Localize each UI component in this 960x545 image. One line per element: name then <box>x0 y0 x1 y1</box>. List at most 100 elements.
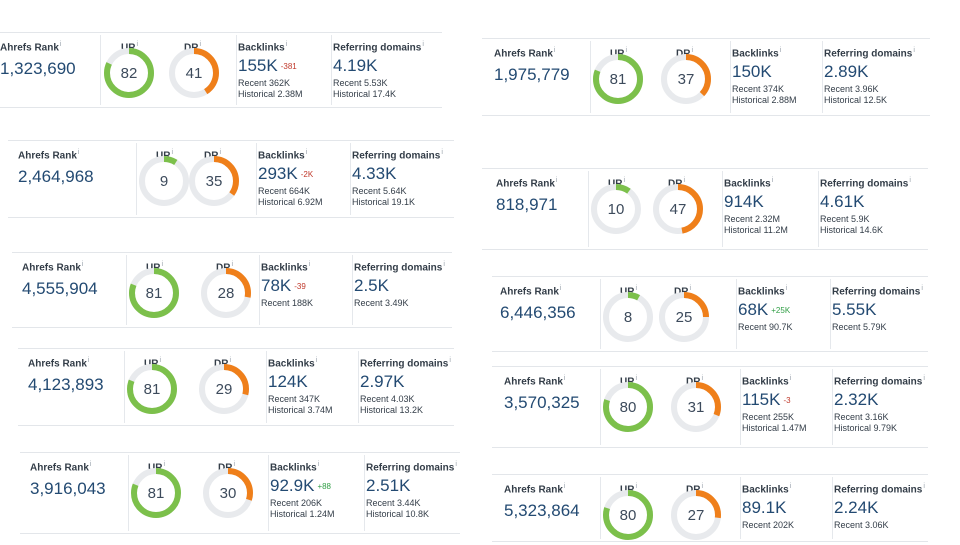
referring-domains-value: 2.51K <box>366 476 411 496</box>
dr-cell: DRi 37 <box>660 39 720 109</box>
dr-gauge-arc <box>201 268 251 318</box>
dr-label: DRi <box>676 47 694 60</box>
dr-cell: DRi 41 <box>168 33 228 103</box>
ur-label: URi <box>121 41 139 54</box>
backlinks-cell: Backlinksi 124K Recent 347K Historical 3… <box>268 349 356 425</box>
dr-label: DRi <box>204 149 222 162</box>
ur-cell: URi 82 <box>103 33 163 103</box>
ur-gauge-arc <box>603 490 653 540</box>
backlinks-label: Backlinksi <box>742 483 792 496</box>
backlinks-recent: Recent 2.32M <box>724 214 781 225</box>
info-icon: i <box>683 177 686 184</box>
info-icon: i <box>317 461 320 468</box>
dr-gauge: 28 <box>201 268 251 318</box>
ahrefs-rank-cell: Ahrefs Ranki 5,323,864 <box>504 475 594 541</box>
ahrefs-rank-label: Ahrefs Ranki <box>30 461 92 474</box>
dr-cell: DRi 29 <box>198 349 258 419</box>
backlinks-value: 155K -381 <box>238 56 297 76</box>
divider <box>126 255 127 325</box>
info-icon: i <box>623 177 626 184</box>
divider <box>832 369 833 445</box>
ur-value: 81 <box>610 71 627 88</box>
ur-gauge: 81 <box>131 468 181 518</box>
referring-domains-cell: Referring domainsi 2.32K Recent 3.16K Hi… <box>834 367 930 447</box>
ahrefs-rank-cell: Ahrefs Ranki 4,555,904 <box>22 253 112 327</box>
backlinks-recent: Recent 188K <box>261 298 314 309</box>
referring-domains-historical: Historical 19.1K <box>352 197 416 208</box>
info-icon: i <box>229 357 232 364</box>
ur-value: 80 <box>620 507 637 524</box>
ur-gauge-arc <box>591 184 641 234</box>
ur-value: 81 <box>148 485 165 502</box>
backlinks-delta: -3 <box>783 396 791 406</box>
divider <box>590 41 591 113</box>
ur-gauge-arc <box>129 268 179 318</box>
referring-domains-cell: Referring domainsi 4.61K Recent 5.9K His… <box>820 169 916 249</box>
referring-domains-historical: Historical 12.5K <box>824 95 888 106</box>
ahrefs-rank-value: 4,123,893 <box>28 375 104 395</box>
backlinks-historical: Historical 11.2M <box>724 225 788 236</box>
info-icon: i <box>563 483 566 490</box>
backlinks-delta: +25K <box>771 306 791 316</box>
info-icon: i <box>219 149 222 156</box>
info-icon: i <box>455 461 457 468</box>
dr-value: 30 <box>220 485 237 502</box>
referring-domains-recent: Recent 5.9K <box>820 214 870 225</box>
dr-cell: DRi 27 <box>670 475 730 545</box>
backlinks-recent: Recent 206K <box>270 498 323 509</box>
referring-domains-cell: Referring domainsi 2.89K Recent 3.96K Hi… <box>824 39 920 115</box>
divider <box>740 477 741 539</box>
ur-gauge-arc <box>104 48 154 98</box>
referring-domains-label: Referring domainsi <box>820 177 911 190</box>
backlinks-label: Backlinksi <box>268 357 318 370</box>
backlinks-cell: Backlinksi 78K -39 Recent 188K <box>261 253 349 327</box>
ur-gauge: 82 <box>104 48 154 98</box>
ur-cell: URi 81 <box>592 39 652 109</box>
backlinks-historical: Historical 2.88M <box>732 95 797 106</box>
info-icon: i <box>921 285 923 292</box>
referring-domains-recent: Recent 3.06K <box>834 520 889 531</box>
divider <box>128 455 129 531</box>
dr-cell: DRi 30 <box>202 453 262 523</box>
ur-gauge: 81 <box>127 364 177 414</box>
info-icon: i <box>555 177 558 184</box>
ahrefs-rank-value: 6,446,356 <box>500 303 576 323</box>
divider <box>256 143 257 215</box>
referring-domains-label: Referring domainsi <box>824 47 915 60</box>
referring-domains-value: 2.5K <box>354 276 389 296</box>
ahrefs-rank-cell: Ahrefs Ranki 818,971 <box>496 169 586 249</box>
dr-label: DRi <box>218 461 236 474</box>
backlinks-recent: Recent 255K <box>742 412 795 423</box>
ahrefs-rank-value: 1,975,779 <box>494 65 570 85</box>
backlinks-delta: -2K <box>300 170 314 180</box>
dr-value: 27 <box>688 507 705 524</box>
metrics-card: Ahrefs Ranki 1,323,690 URi 82 DRi 41 Bac… <box>0 32 442 108</box>
referring-domains-value: 4.61K <box>820 192 865 212</box>
referring-domains-value: 2.97K <box>360 372 405 392</box>
backlinks-historical: Historical 2.38M <box>238 89 303 100</box>
referring-domains-label: Referring domainsi <box>366 461 457 474</box>
dr-gauge: 41 <box>169 48 219 98</box>
backlinks-recent: Recent 90.7K <box>738 322 793 333</box>
backlinks-cell: Backlinksi 293K -2K Recent 664K Historica… <box>258 141 346 217</box>
info-icon: i <box>199 41 202 48</box>
divider <box>822 41 823 113</box>
dr-gauge: 30 <box>203 468 253 518</box>
backlinks-value: 914K <box>724 192 764 212</box>
ur-label: URi <box>146 261 164 274</box>
divider <box>818 171 819 247</box>
referring-domains-historical: Historical 13.2K <box>360 405 424 416</box>
info-icon: i <box>77 149 80 156</box>
ur-label: URi <box>608 177 626 190</box>
info-icon: i <box>635 483 638 490</box>
dr-gauge-arc <box>189 156 239 206</box>
dr-cell: DRi 25 <box>658 277 718 347</box>
ahrefs-rank-value: 3,570,325 <box>504 393 580 413</box>
ur-label: URi <box>144 357 162 370</box>
backlinks-cell: Backlinksi 914K Recent 2.32M Historical … <box>724 169 812 249</box>
divider <box>736 279 737 349</box>
ur-gauge-arc <box>131 468 181 518</box>
referring-domains-value: 5.55K <box>832 300 877 320</box>
info-icon: i <box>789 375 792 382</box>
dr-value: 41 <box>186 65 203 82</box>
